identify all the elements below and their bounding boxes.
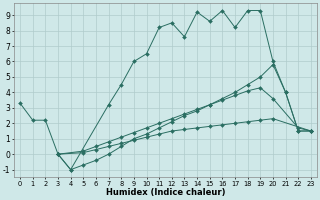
X-axis label: Humidex (Indice chaleur): Humidex (Indice chaleur) bbox=[106, 188, 225, 197]
